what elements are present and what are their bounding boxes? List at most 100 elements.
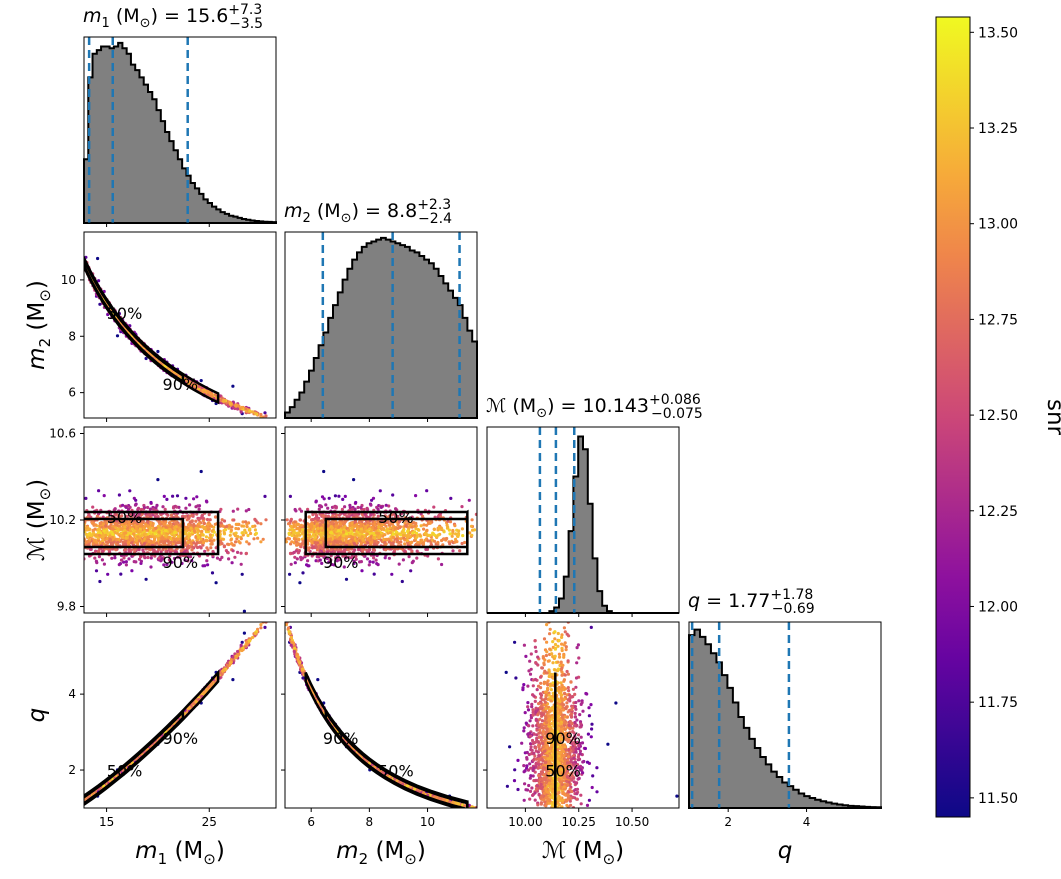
scatter-point	[374, 542, 377, 545]
scatter-point	[135, 527, 138, 530]
scatter-point	[399, 540, 402, 543]
scatter-point	[298, 581, 301, 584]
scatter-point	[310, 541, 313, 544]
panel-title-m1: m1 (M⊙) = 15.6+7.3−3.5	[83, 2, 263, 32]
scatter-point	[162, 532, 165, 535]
scatter-point	[330, 548, 333, 551]
scatter-point	[323, 497, 326, 500]
scatter-point	[251, 410, 254, 413]
scatter-point	[338, 537, 341, 540]
scatter-point	[453, 541, 456, 544]
scatter-point	[111, 542, 114, 545]
scatter-point	[461, 527, 464, 530]
scatter-point	[91, 506, 94, 509]
scatter-point	[259, 540, 262, 543]
scatter-point	[398, 563, 401, 566]
scatter-point	[244, 520, 247, 523]
scatter-point	[77, 499, 80, 502]
scatter-point	[241, 531, 244, 534]
scatter-point	[130, 569, 133, 572]
scatter-point	[330, 531, 333, 534]
scatter-point	[215, 581, 218, 584]
scatter-point	[339, 521, 342, 524]
scatter-point	[163, 495, 166, 498]
scatter-point	[368, 560, 371, 563]
scatter-point	[219, 399, 222, 402]
scatter-point	[176, 541, 179, 544]
scatter-point	[223, 545, 226, 548]
scatter-point	[359, 506, 362, 509]
scatter-point	[316, 548, 319, 551]
scatter-point	[290, 563, 293, 566]
scatter-point	[110, 557, 113, 560]
scatter-point	[420, 539, 423, 542]
scatter-point	[205, 500, 208, 503]
scatter-point	[451, 549, 454, 552]
scatter-point	[170, 548, 173, 551]
scatter-point	[79, 254, 82, 257]
scatter-point	[86, 535, 89, 538]
scatter-point	[251, 525, 254, 528]
scatter-point	[287, 522, 290, 525]
scatter-point	[125, 537, 128, 540]
scatter-point	[99, 522, 102, 525]
scatter-point	[224, 528, 227, 531]
title-eq: = 15.6	[164, 5, 228, 27]
scatter-point	[127, 557, 130, 560]
scatter-point	[256, 537, 259, 540]
scatter-point	[79, 255, 82, 258]
scatter-point	[415, 557, 418, 560]
scatter-point	[321, 537, 324, 540]
scatter-point	[95, 561, 98, 564]
scatter-point	[184, 507, 187, 510]
scatter-point	[422, 543, 425, 546]
scatter-point	[98, 555, 101, 558]
scatter-point	[230, 529, 233, 532]
scatter-point	[165, 498, 168, 501]
scatter-point	[296, 532, 299, 535]
contour-label-90: 90%	[323, 553, 359, 572]
scatter-point	[207, 526, 210, 529]
scatter-point	[102, 522, 105, 525]
scatter-point	[344, 520, 347, 523]
scatter-point	[72, 535, 75, 538]
scatter-point	[427, 522, 430, 525]
scatter-point	[334, 494, 337, 497]
scatter-point	[315, 514, 318, 517]
scatter-point	[471, 518, 474, 521]
scatter-point	[78, 541, 81, 544]
scatter-point	[119, 527, 122, 530]
scatter-point	[205, 535, 208, 538]
scatter-point	[367, 537, 370, 540]
scatter-point	[179, 534, 182, 537]
title-unit: (M	[116, 5, 140, 27]
scatter-point	[331, 514, 334, 517]
scatter-point	[77, 535, 80, 538]
scatter-point	[153, 536, 156, 539]
scatter-point	[440, 563, 443, 566]
scatter-point	[203, 550, 206, 553]
scatter-point	[116, 613, 119, 616]
scatter-panel-mc-vs-m2: 50%90%	[283, 390, 479, 617]
scatter-point	[406, 536, 409, 539]
scatter-point	[230, 542, 233, 545]
title-eq: = 1.77	[706, 590, 770, 612]
scatter-point	[327, 515, 330, 518]
scatter-point	[395, 537, 398, 540]
title-unit-close: )	[547, 395, 560, 417]
scatter-point	[220, 521, 223, 524]
scatter-point	[307, 548, 310, 551]
scatter-point	[392, 533, 395, 536]
scatter-point	[440, 526, 443, 529]
scatter-point	[157, 538, 160, 541]
scatter-point	[377, 541, 380, 544]
scatter-point	[158, 556, 161, 559]
hist-panel-m2: m2 (M⊙) = 8.8+2.3−2.4	[284, 197, 477, 418]
title-eq: = 8.8	[365, 200, 417, 222]
scatter-point	[79, 524, 82, 527]
scatter-point	[76, 249, 79, 252]
scatter-point	[80, 258, 83, 261]
scatter-point	[79, 505, 82, 508]
scatter-point	[235, 523, 238, 526]
scatter-point	[448, 542, 451, 545]
